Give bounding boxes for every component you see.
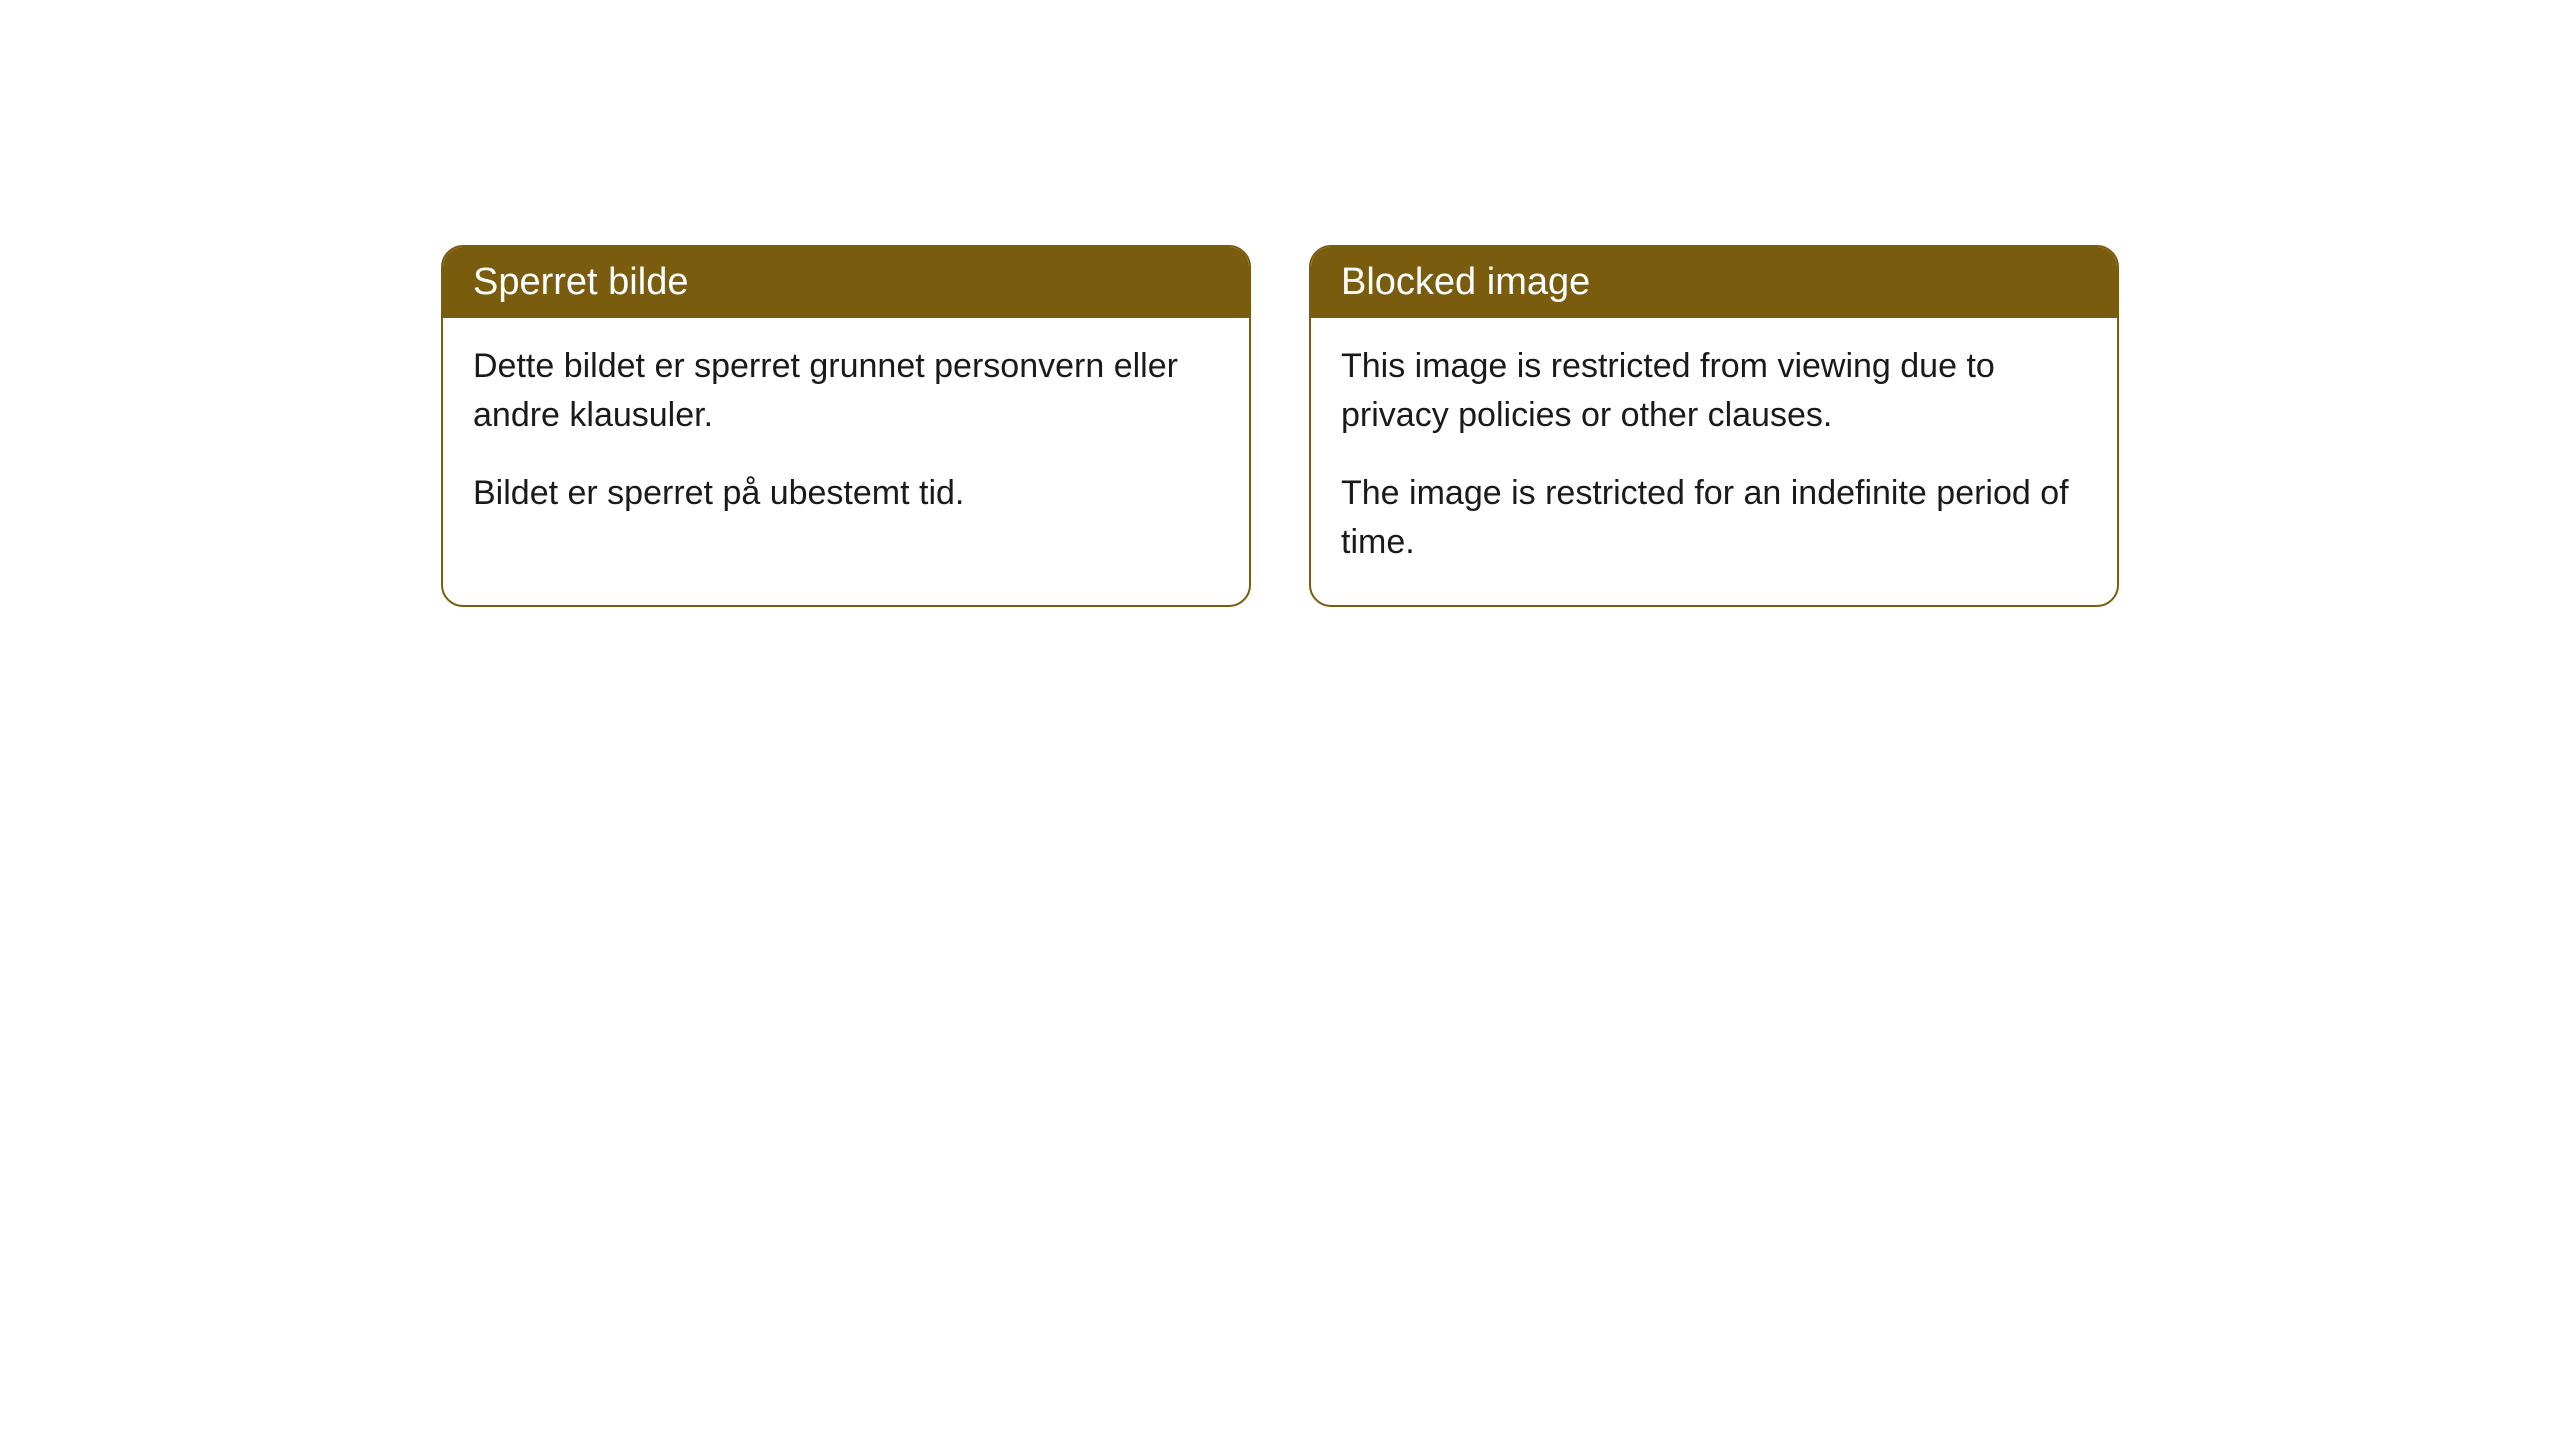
card-body-norwegian: Dette bildet er sperret grunnet personve… [443, 318, 1249, 556]
card-body-english: This image is restricted from viewing du… [1311, 318, 2117, 605]
blocked-image-card-english: Blocked image This image is restricted f… [1309, 245, 2119, 607]
card-paragraph-2-english: The image is restricted for an indefinit… [1341, 469, 2087, 568]
card-header-norwegian: Sperret bilde [443, 247, 1249, 318]
card-paragraph-2-norwegian: Bildet er sperret på ubestemt tid. [473, 469, 1219, 518]
card-paragraph-1-english: This image is restricted from viewing du… [1341, 342, 2087, 441]
blocked-image-card-norwegian: Sperret bilde Dette bildet er sperret gr… [441, 245, 1251, 607]
cards-container: Sperret bilde Dette bildet er sperret gr… [0, 245, 2560, 607]
card-header-english: Blocked image [1311, 247, 2117, 318]
card-paragraph-1-norwegian: Dette bildet er sperret grunnet personve… [473, 342, 1219, 441]
